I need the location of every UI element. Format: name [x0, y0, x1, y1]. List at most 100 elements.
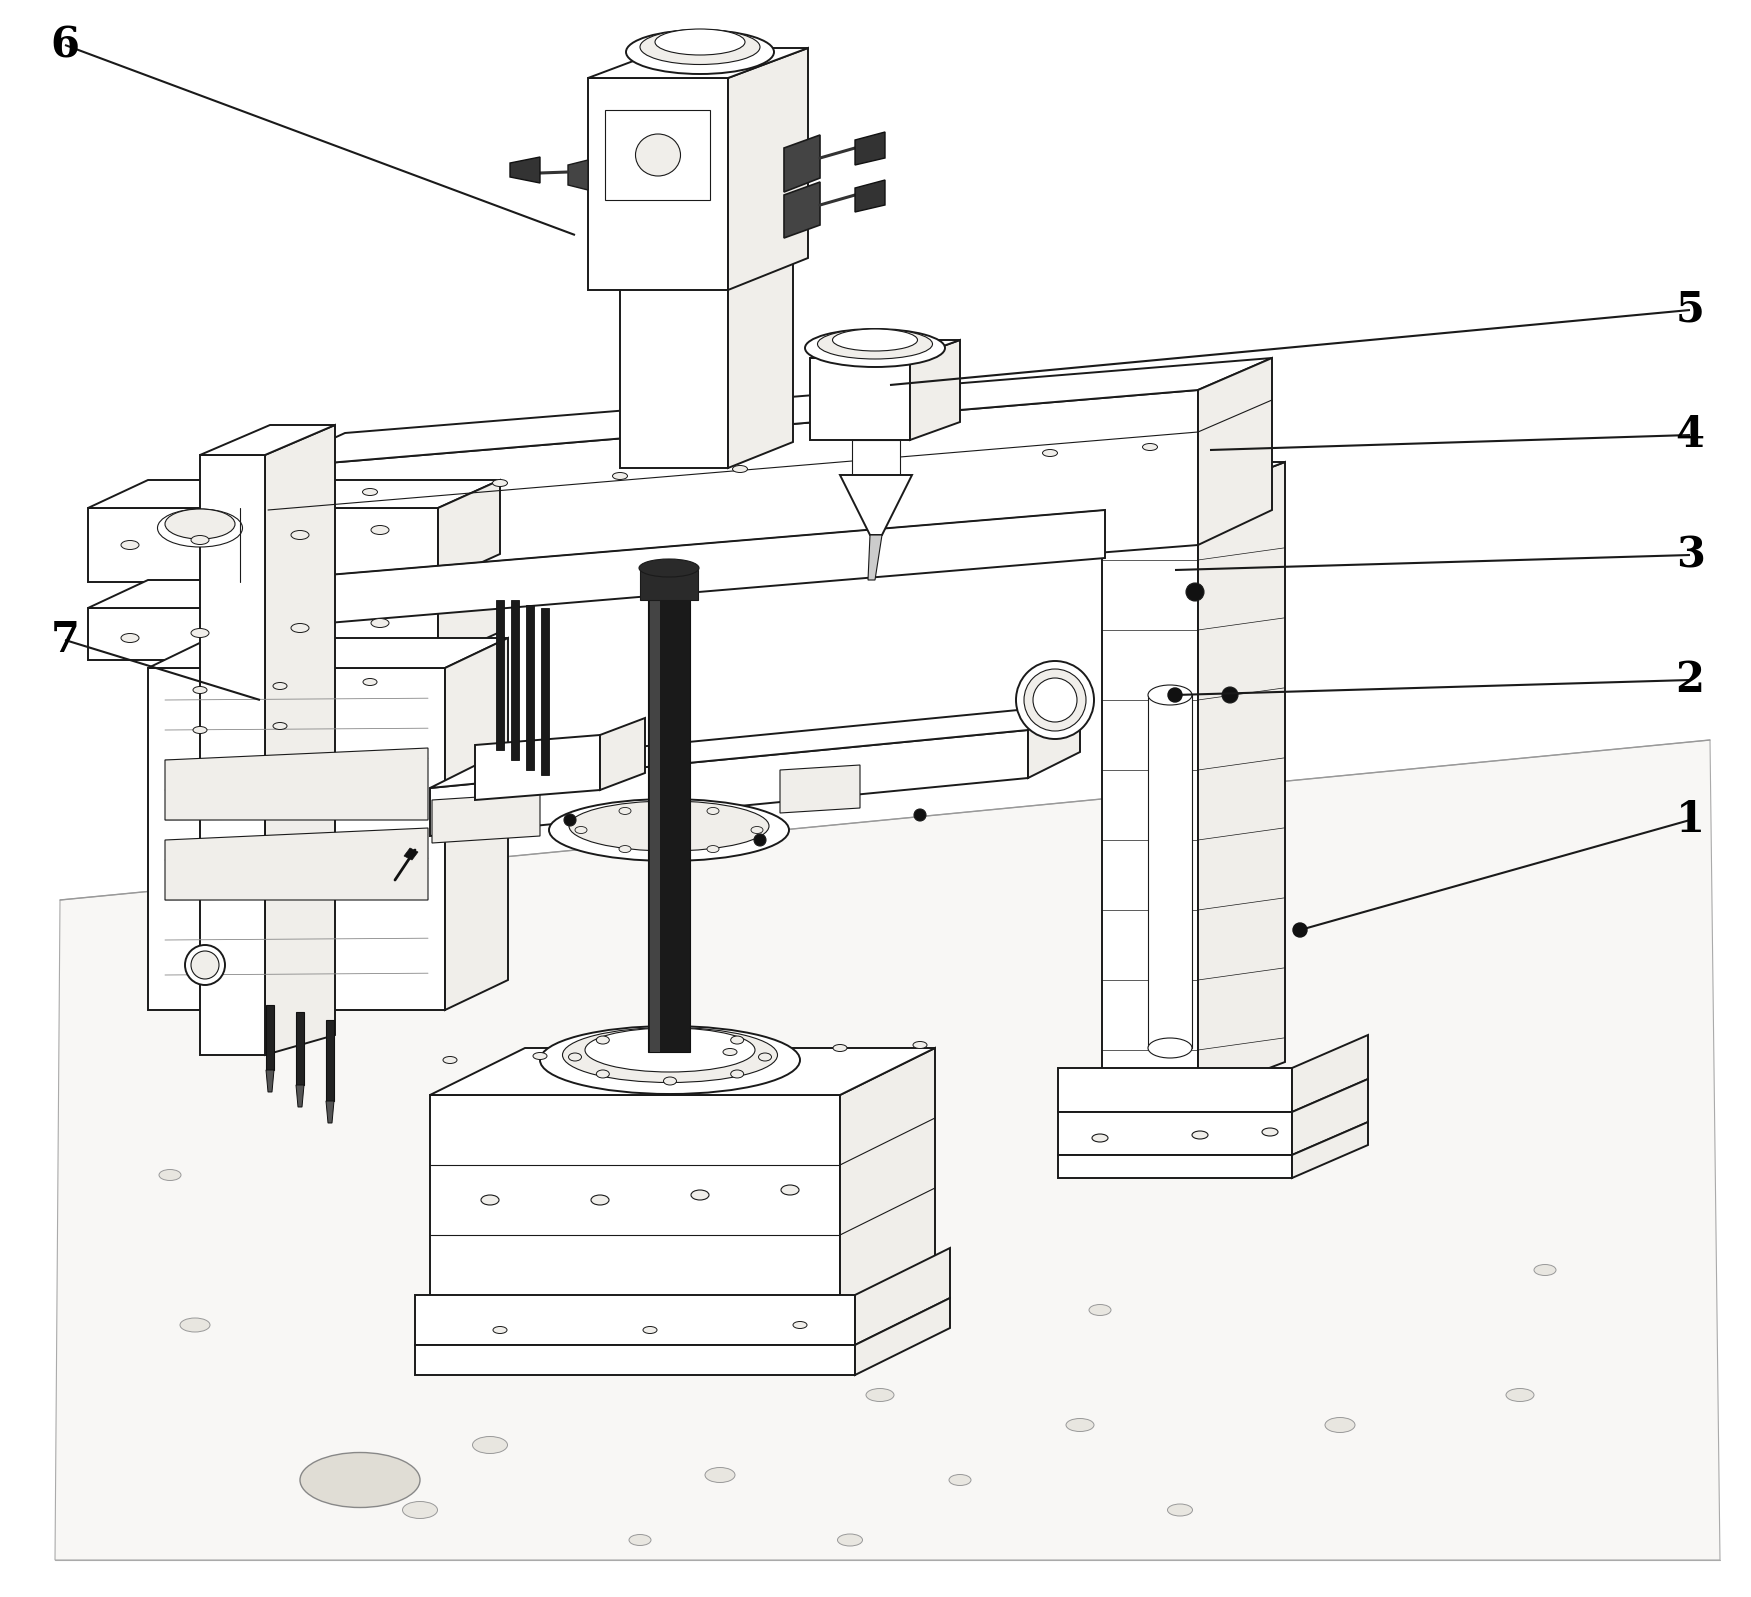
Ellipse shape	[833, 1044, 847, 1051]
Ellipse shape	[482, 1195, 499, 1206]
Ellipse shape	[1326, 1418, 1355, 1433]
Polygon shape	[840, 474, 912, 535]
Polygon shape	[511, 600, 518, 760]
Ellipse shape	[730, 1070, 744, 1078]
Polygon shape	[432, 794, 539, 843]
Ellipse shape	[1066, 1418, 1094, 1431]
Ellipse shape	[1149, 685, 1192, 704]
Polygon shape	[606, 110, 709, 200]
Ellipse shape	[273, 682, 287, 690]
Ellipse shape	[191, 950, 219, 979]
Polygon shape	[1058, 1112, 1292, 1155]
Ellipse shape	[692, 1190, 709, 1199]
Ellipse shape	[574, 827, 587, 834]
Ellipse shape	[186, 945, 224, 985]
Polygon shape	[326, 1020, 334, 1100]
Ellipse shape	[636, 134, 681, 176]
Polygon shape	[1149, 695, 1192, 1048]
Ellipse shape	[613, 473, 627, 479]
Polygon shape	[811, 358, 911, 441]
Ellipse shape	[1142, 444, 1157, 450]
Polygon shape	[525, 605, 534, 770]
Ellipse shape	[655, 29, 744, 54]
Ellipse shape	[1093, 1134, 1108, 1142]
Polygon shape	[648, 575, 690, 1052]
Ellipse shape	[755, 834, 765, 846]
Ellipse shape	[627, 30, 774, 73]
Ellipse shape	[1016, 661, 1094, 739]
Polygon shape	[431, 730, 1028, 835]
Polygon shape	[620, 262, 793, 287]
Polygon shape	[854, 1247, 951, 1345]
Polygon shape	[854, 180, 884, 212]
Polygon shape	[415, 1295, 854, 1345]
Polygon shape	[54, 739, 1719, 1560]
Polygon shape	[404, 848, 418, 861]
Ellipse shape	[180, 1318, 210, 1332]
Ellipse shape	[585, 1028, 755, 1072]
Polygon shape	[1198, 462, 1285, 1096]
Polygon shape	[854, 1298, 951, 1375]
Polygon shape	[296, 1012, 305, 1084]
Ellipse shape	[539, 1025, 800, 1094]
Polygon shape	[200, 425, 334, 455]
Polygon shape	[588, 48, 807, 78]
Ellipse shape	[403, 1501, 438, 1519]
Ellipse shape	[664, 1076, 676, 1084]
Polygon shape	[1028, 704, 1080, 778]
Polygon shape	[88, 481, 501, 508]
Polygon shape	[784, 182, 819, 238]
Polygon shape	[728, 262, 793, 468]
Ellipse shape	[732, 465, 748, 473]
Ellipse shape	[730, 1036, 744, 1044]
Ellipse shape	[291, 623, 308, 632]
Polygon shape	[268, 390, 1198, 618]
Polygon shape	[88, 580, 501, 608]
Polygon shape	[911, 340, 960, 441]
Text: 2: 2	[1676, 660, 1704, 701]
Polygon shape	[840, 1048, 935, 1321]
Ellipse shape	[1262, 1127, 1278, 1135]
Polygon shape	[165, 747, 427, 819]
Ellipse shape	[564, 814, 576, 826]
Polygon shape	[296, 1084, 305, 1107]
Ellipse shape	[781, 1185, 798, 1195]
Ellipse shape	[664, 1028, 676, 1036]
Ellipse shape	[532, 1052, 546, 1059]
Ellipse shape	[837, 1535, 863, 1546]
Polygon shape	[650, 575, 660, 1052]
Ellipse shape	[362, 489, 378, 495]
Ellipse shape	[793, 1321, 807, 1329]
Polygon shape	[567, 160, 588, 190]
Ellipse shape	[1222, 687, 1238, 703]
Polygon shape	[415, 1345, 854, 1375]
Text: 5: 5	[1676, 289, 1704, 331]
Polygon shape	[88, 508, 438, 581]
Polygon shape	[588, 78, 728, 291]
Polygon shape	[1101, 462, 1285, 495]
Polygon shape	[1292, 1123, 1368, 1179]
Ellipse shape	[371, 618, 389, 628]
Polygon shape	[149, 637, 508, 668]
Ellipse shape	[158, 509, 242, 548]
Ellipse shape	[191, 535, 208, 545]
Ellipse shape	[1033, 679, 1077, 722]
Polygon shape	[779, 765, 860, 813]
Polygon shape	[1198, 358, 1271, 545]
Ellipse shape	[912, 1041, 926, 1049]
Ellipse shape	[1192, 1131, 1208, 1139]
Ellipse shape	[949, 1474, 972, 1485]
Polygon shape	[165, 827, 427, 901]
Polygon shape	[1058, 1155, 1292, 1179]
Ellipse shape	[562, 1027, 777, 1083]
Ellipse shape	[629, 1535, 651, 1546]
Polygon shape	[1292, 1035, 1368, 1112]
Ellipse shape	[494, 1327, 508, 1333]
Ellipse shape	[706, 1468, 735, 1482]
Ellipse shape	[1024, 669, 1086, 731]
Ellipse shape	[1185, 583, 1205, 600]
Polygon shape	[510, 157, 539, 184]
Ellipse shape	[639, 559, 699, 577]
Ellipse shape	[1042, 449, 1058, 457]
Ellipse shape	[641, 29, 760, 64]
